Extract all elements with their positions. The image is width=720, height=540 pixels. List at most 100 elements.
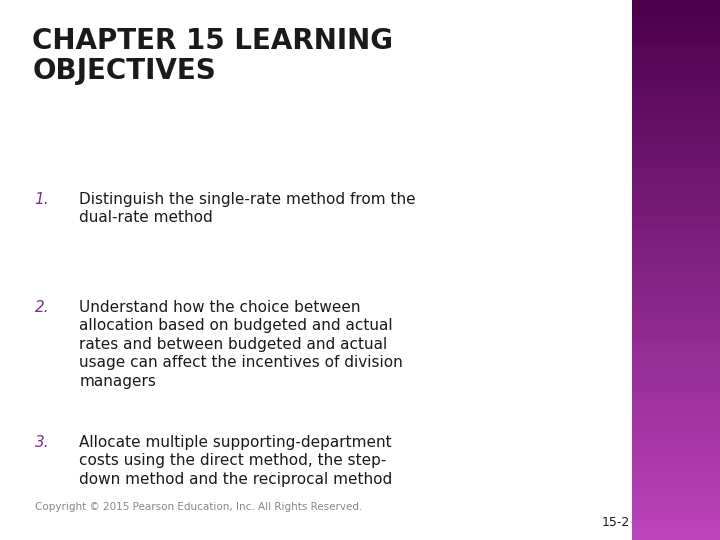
Bar [632, 462, 720, 464]
Bar [632, 481, 720, 483]
Bar [632, 235, 720, 238]
Bar [632, 46, 720, 49]
Bar [632, 59, 720, 62]
Bar [632, 208, 720, 211]
Bar [632, 127, 720, 130]
Bar [632, 302, 720, 305]
Bar [632, 19, 720, 22]
Bar [632, 122, 720, 124]
Bar [632, 472, 720, 475]
Bar [632, 397, 720, 400]
Bar [632, 310, 720, 313]
Bar [632, 510, 720, 513]
Bar [632, 108, 720, 111]
Bar [632, 375, 720, 378]
Bar [632, 232, 720, 235]
Bar [632, 11, 720, 14]
Bar [632, 370, 720, 373]
Bar [632, 394, 720, 397]
Bar [632, 408, 720, 410]
Bar [632, 451, 720, 454]
Bar [632, 43, 720, 46]
Bar [632, 427, 720, 429]
Bar [632, 524, 720, 526]
Bar [632, 49, 720, 51]
Bar [632, 313, 720, 316]
Bar [632, 413, 720, 416]
Bar [632, 70, 720, 73]
Bar [632, 27, 720, 30]
Bar [632, 251, 720, 254]
Bar [632, 92, 720, 94]
Bar [632, 124, 720, 127]
Bar [632, 200, 720, 202]
Bar [632, 278, 720, 281]
Bar [632, 516, 720, 518]
Bar [632, 324, 720, 327]
Bar [632, 456, 720, 459]
Bar [632, 94, 720, 97]
Bar [632, 475, 720, 478]
Bar [632, 454, 720, 456]
Bar [632, 332, 720, 335]
Bar [632, 216, 720, 219]
Bar [632, 173, 720, 176]
Bar [632, 14, 720, 16]
Bar [632, 265, 720, 267]
Bar [632, 381, 720, 383]
Bar [632, 240, 720, 243]
Bar [632, 84, 720, 86]
Bar [632, 73, 720, 76]
Bar [632, 335, 720, 338]
Bar [632, 238, 720, 240]
Bar [632, 478, 720, 481]
Bar [632, 176, 720, 178]
Bar [632, 113, 720, 116]
Bar [632, 416, 720, 418]
Bar [632, 119, 720, 122]
Text: 2.: 2. [35, 300, 49, 315]
Bar [632, 189, 720, 192]
Bar [632, 526, 720, 529]
Bar [632, 284, 720, 286]
Bar [632, 437, 720, 440]
Bar [632, 151, 720, 154]
Bar [632, 219, 720, 221]
Bar [632, 254, 720, 256]
Bar [632, 194, 720, 197]
Bar [632, 459, 720, 462]
Bar [632, 494, 720, 497]
Bar [632, 221, 720, 224]
Bar [632, 76, 720, 78]
Bar [632, 532, 720, 535]
Bar [632, 138, 720, 140]
Bar [632, 62, 720, 65]
Bar [632, 319, 720, 321]
Bar [632, 181, 720, 184]
Bar [632, 286, 720, 289]
Bar [632, 346, 720, 348]
Bar [632, 40, 720, 43]
Bar [632, 202, 720, 205]
Bar [632, 186, 720, 189]
Bar [632, 367, 720, 370]
Bar [632, 429, 720, 432]
Bar [632, 343, 720, 346]
Text: Distinguish the single-rate method from the
dual-rate method: Distinguish the single-rate method from … [79, 192, 416, 225]
Bar [632, 103, 720, 105]
Bar [632, 256, 720, 259]
Bar [632, 351, 720, 354]
Bar [632, 170, 720, 173]
Bar [632, 321, 720, 324]
Bar [632, 464, 720, 467]
Text: 3.: 3. [35, 435, 49, 450]
Bar [632, 383, 720, 386]
Bar [632, 16, 720, 19]
Bar [632, 270, 720, 273]
Bar [632, 230, 720, 232]
Bar [632, 340, 720, 343]
Bar [632, 157, 720, 159]
Bar [632, 327, 720, 329]
Bar [632, 243, 720, 246]
Bar [632, 292, 720, 294]
